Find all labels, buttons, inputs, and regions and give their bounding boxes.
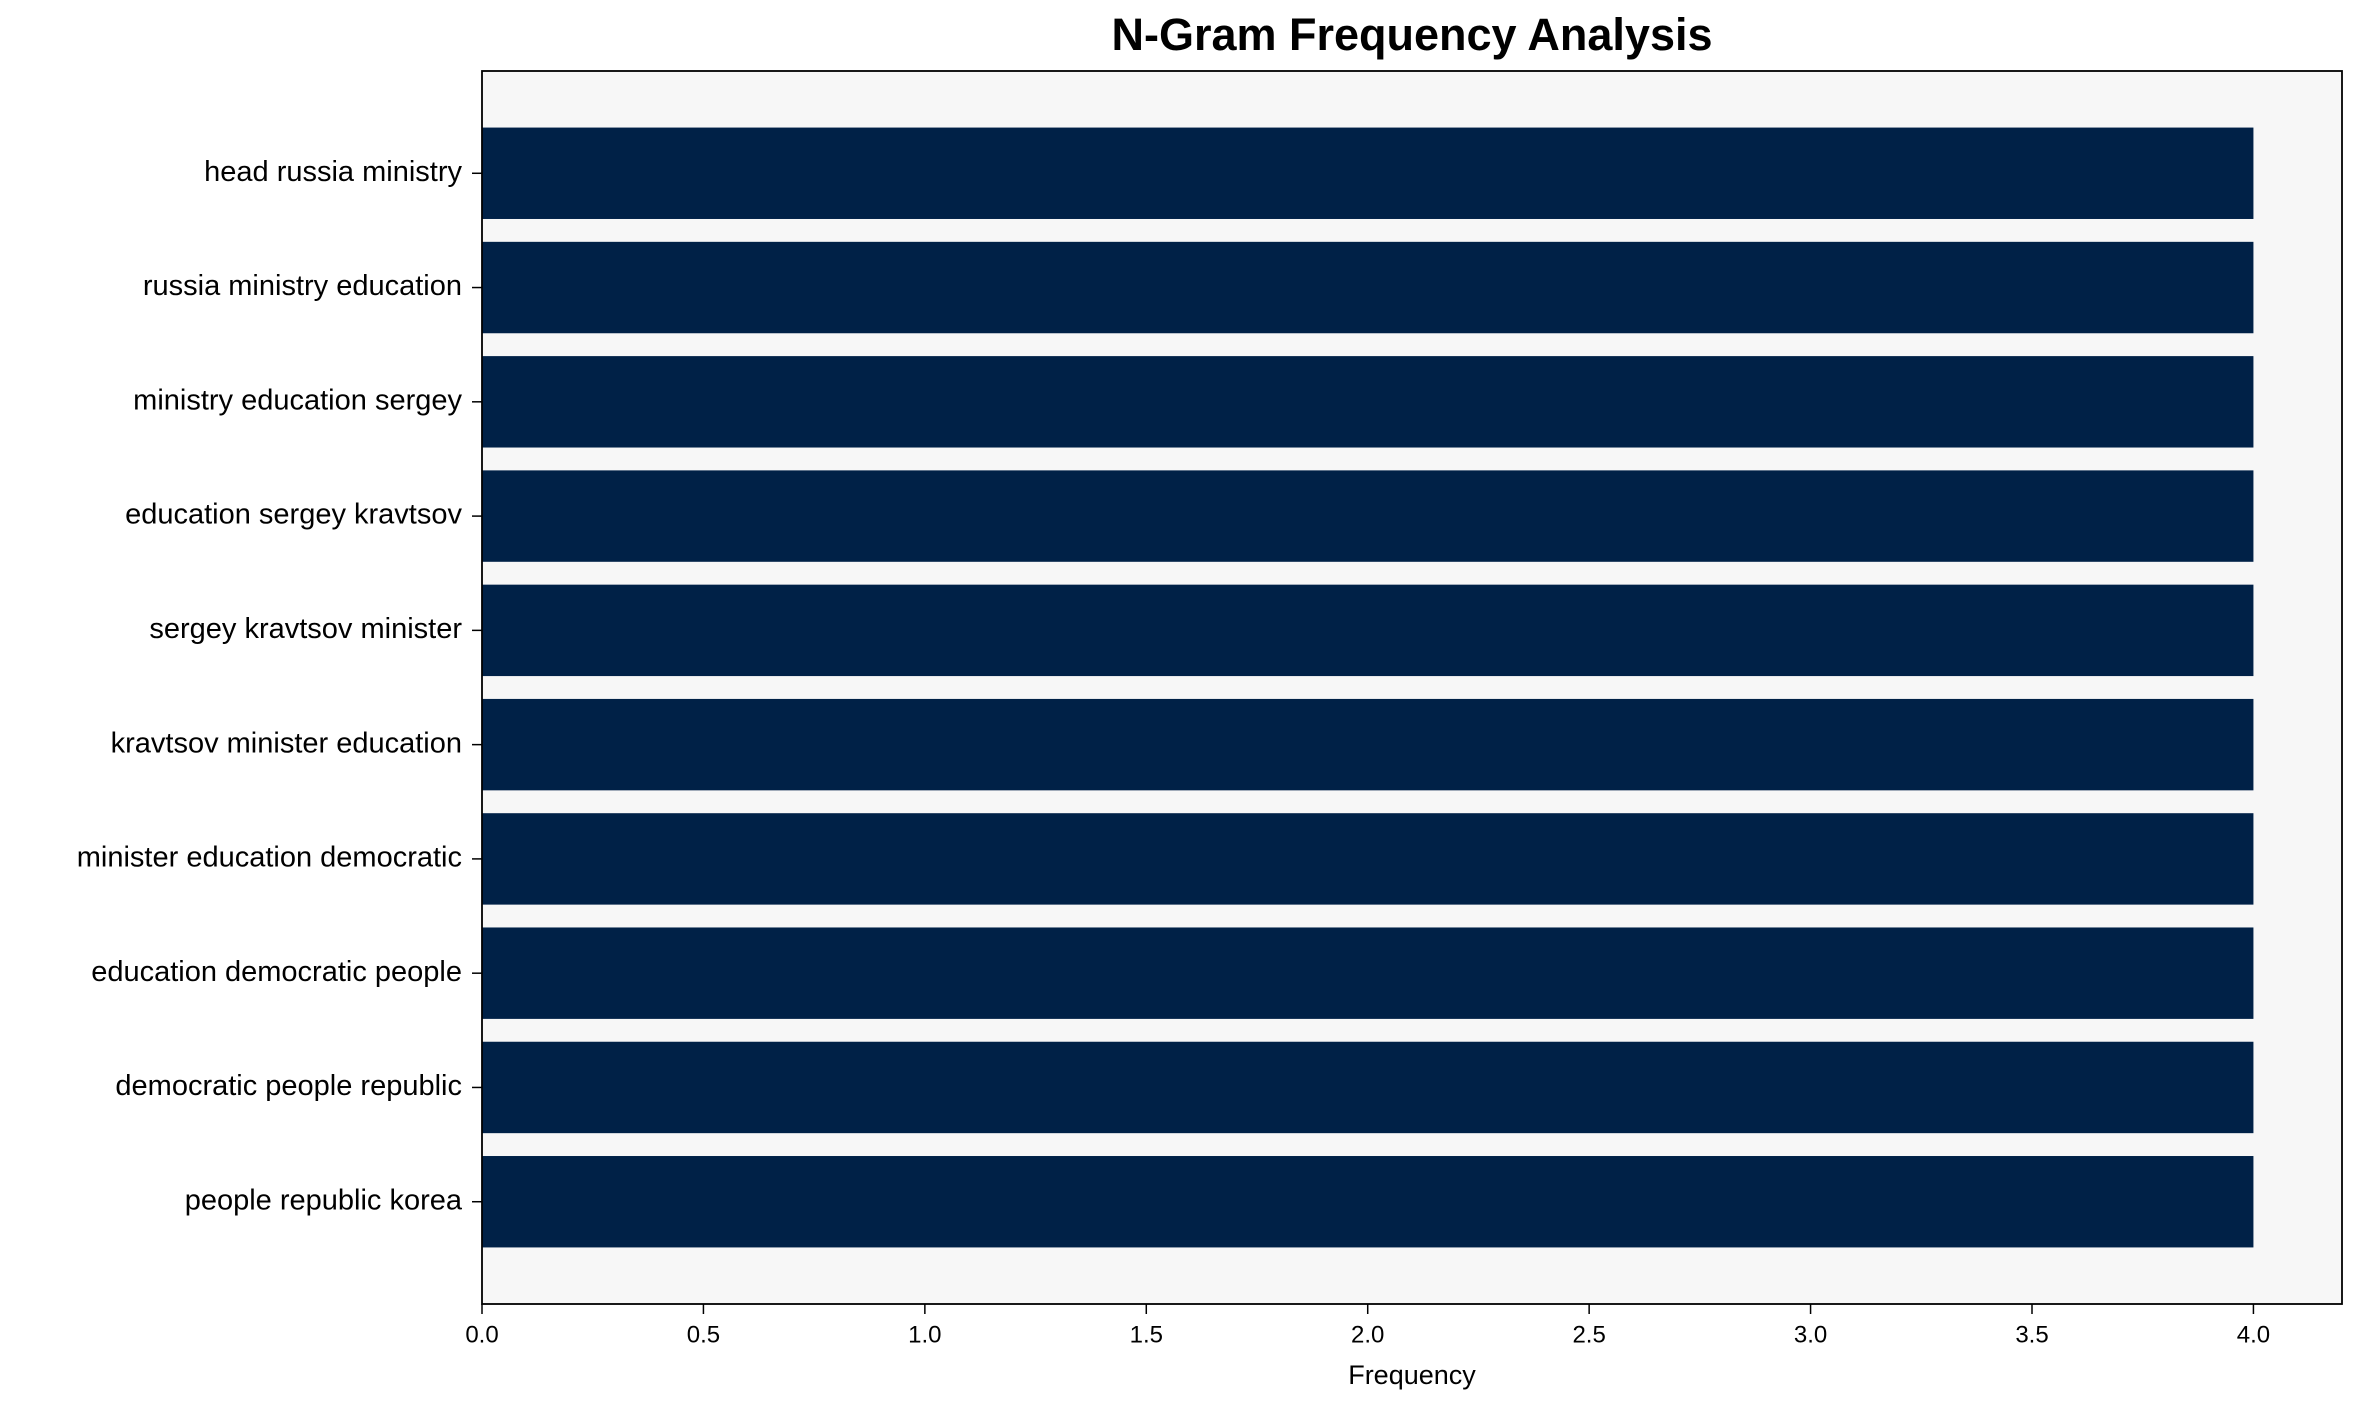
y-tick-label: democratic people republic xyxy=(115,1070,462,1102)
y-tick-label: sergey kravtsov minister xyxy=(149,613,462,645)
y-tick-label: russia ministry education xyxy=(143,270,462,302)
chart-title: N-Gram Frequency Analysis xyxy=(1111,9,1712,60)
y-tick-label: ministry education sergey xyxy=(133,384,462,416)
bar xyxy=(482,127,2254,219)
x-tick-label: 0.5 xyxy=(687,1321,720,1348)
x-tick-label: 1.0 xyxy=(908,1321,941,1348)
y-tick-label: kravtsov minister education xyxy=(111,727,462,759)
x-tick-label: 2.5 xyxy=(1572,1321,1605,1348)
x-tick-label: 3.0 xyxy=(1794,1321,1827,1348)
y-tick-label: head russia ministry xyxy=(204,156,462,188)
x-axis-label: Frequency xyxy=(1348,1360,1476,1390)
bar xyxy=(482,813,2254,905)
bar xyxy=(482,1041,2254,1134)
y-tick-label: education sergey kravtsov xyxy=(125,499,462,531)
x-tick-label: 1.5 xyxy=(1130,1321,1163,1348)
bar xyxy=(482,241,2254,334)
x-tick-label: 4.0 xyxy=(2237,1321,2270,1348)
bar xyxy=(482,698,2254,791)
y-tick-label: people republic korea xyxy=(185,1184,463,1216)
bar xyxy=(482,584,2254,677)
x-tick-label: 3.5 xyxy=(2015,1321,2048,1348)
y-tick-label: minister education democratic xyxy=(77,842,462,874)
bar xyxy=(482,356,2254,448)
x-tick-label: 0.0 xyxy=(465,1321,498,1348)
bar xyxy=(482,470,2254,562)
bar xyxy=(482,927,2254,1019)
bar xyxy=(482,1156,2254,1248)
y-tick-label: education democratic people xyxy=(91,956,462,988)
plot-frame xyxy=(481,70,2343,1305)
x-tick-label: 2.0 xyxy=(1351,1321,1384,1348)
